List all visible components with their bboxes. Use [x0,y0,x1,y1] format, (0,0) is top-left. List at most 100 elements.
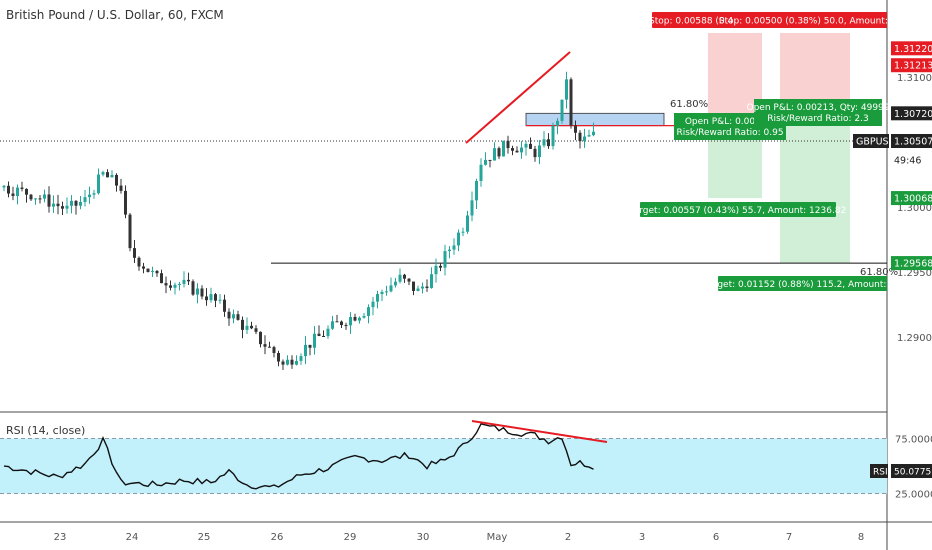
time-tick: 26 [271,532,284,543]
candle-body [443,251,447,268]
candle-body [394,281,397,286]
candle-body [209,294,213,301]
price-label: 1.30068 [894,194,932,205]
candle-body [502,140,505,157]
price-label: 1.30507 [894,137,932,148]
candle-body [47,194,51,207]
candle-body [425,286,429,288]
candle-body [182,279,186,284]
candle-body [376,294,379,302]
price-trendline [465,51,571,144]
candle-body [367,307,370,316]
candle-body [245,325,249,330]
candle-body [299,356,303,361]
candle-body [290,359,294,365]
price-label: 1.31213 [894,61,932,72]
price-label: 1.31220 [894,44,932,55]
rsi-badge-value: 50.0775 [894,468,931,478]
candle-body [281,361,285,365]
candle-body [313,333,316,348]
time-tick: 30 [417,532,430,543]
candle-body [353,316,357,321]
rsi-pane [0,420,887,494]
rsi-badge-value-bg [891,464,932,478]
rsi-band [0,438,887,494]
candle-body [430,274,433,288]
trendlines [465,51,571,144]
candle-body [7,185,10,194]
candle-body [295,360,298,365]
price-tick: 1.29000 [897,333,932,344]
candle-body [133,248,136,258]
candle-body [538,145,541,158]
candle-body [2,185,6,188]
time-tick: 7 [786,532,792,543]
rsi-tick: 75.0000 [895,435,932,446]
candle-body [484,159,487,165]
candle-body [556,120,559,126]
candle-body [88,194,91,198]
candle-body [398,274,402,282]
candle-body [205,296,208,301]
fib-retrace-zone [525,112,665,127]
time-tick: 2 [565,532,571,543]
price-label-bg [891,41,932,56]
time-axis: 23 24 25 26 29 30 May 2 3 6 7 8 [54,532,865,543]
rsi-tick: 25.0000 [895,490,932,501]
candle-body [578,132,582,142]
candle-body [65,205,69,209]
candle-body [263,344,267,347]
candle-body [97,174,100,194]
candle-body [160,273,163,284]
time-tick: 29 [344,532,357,543]
candle-body [335,321,339,323]
time-tick: 23 [54,532,67,543]
candle-body [277,352,280,362]
candle-body [79,201,82,206]
candle-body [488,159,492,161]
rsi-badge-label: RSI [873,468,888,478]
candle-body [25,188,28,195]
candle-body [331,321,334,329]
candle-body [362,315,366,318]
target-label-1-bg [640,202,836,217]
target-label-2: Target: 0.01152 (0.88%) 115.2, Amount: 1… [703,280,901,290]
candle-body [403,274,406,279]
candle-body [358,317,361,321]
candle-body [587,135,591,137]
candle-body [56,203,60,207]
candle-body [169,285,172,288]
candle-body [380,291,384,295]
position-zones [525,33,850,264]
pnl-1-line-1: Open P&L: 0.00118, [685,117,775,127]
target-label-1: Target: 0.00557 (0.43%) 55.7, Amount: 12… [629,206,847,216]
stop-label-2: Stop: 0.00500 (0.38%) 50.0, Amount: 75 [719,17,902,27]
candle-body [119,185,123,191]
candle-body [259,331,262,345]
candle-body [470,200,474,216]
stop-zone-1 [708,33,762,126]
candle-body [137,257,141,267]
candle-body [16,187,19,196]
candle-body [286,359,289,365]
candle-body [326,328,330,337]
target-zone-2 [780,125,850,264]
candle-body [200,288,204,297]
candle-body [173,284,177,288]
fib-lower-label: 61.80% [860,267,898,278]
price-label-bg [891,106,932,121]
candle-body [344,325,348,327]
candle-body [34,198,37,200]
candle-body [155,270,159,274]
price-label: 49:46 [894,156,921,167]
candle-body [461,231,465,233]
candle-body [214,294,217,301]
rsi-divergence-line [471,420,608,443]
candle-body [515,150,519,153]
candle-body [187,279,190,282]
candle-body [227,311,231,319]
candle-body [29,194,33,200]
